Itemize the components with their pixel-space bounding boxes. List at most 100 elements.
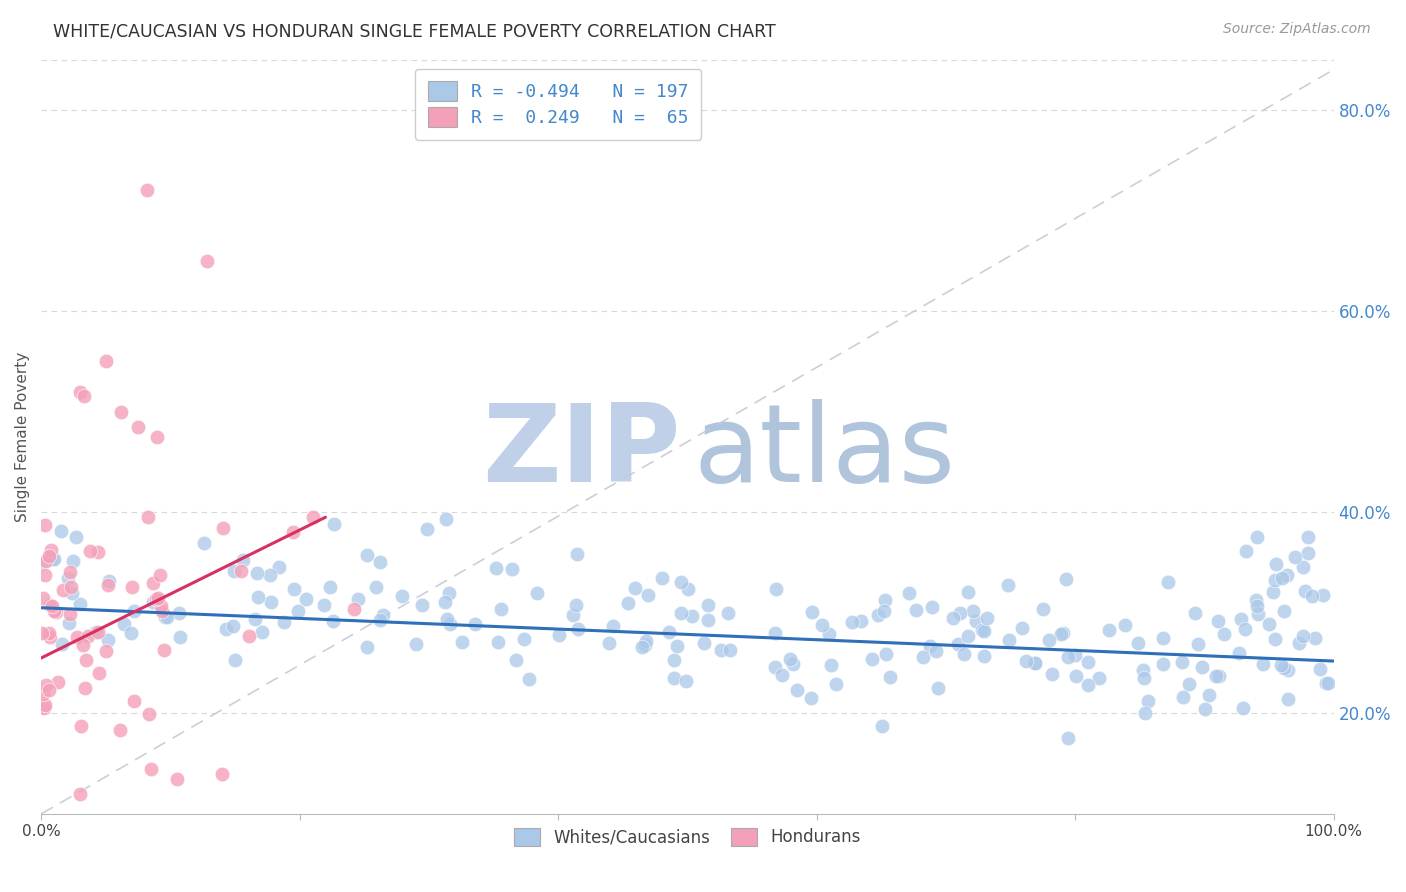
Point [696, 598, 718, 612]
Point [232, 553, 254, 567]
Point [110, 404, 132, 418]
Point [121, 580, 143, 594]
Point [866, 607, 889, 622]
Point [946, 637, 969, 651]
Point [898, 586, 921, 600]
Point [681, 609, 703, 624]
Point [34, 567, 56, 582]
Point [517, 672, 540, 686]
Point [1194, 701, 1216, 715]
Point [38, 549, 60, 563]
Point [150, 604, 173, 618]
Point [69, 598, 91, 612]
Point [243, 611, 266, 625]
Point [770, 667, 793, 681]
Point [322, 614, 344, 628]
Point [166, 772, 188, 786]
Point [1054, 573, 1077, 587]
Point [120, 626, 142, 640]
Point [505, 653, 527, 667]
Point [34, 517, 56, 532]
Point [87, 544, 110, 558]
Point [1135, 706, 1157, 721]
Point [1178, 677, 1201, 691]
Point [250, 625, 273, 640]
Point [949, 607, 972, 621]
Point [1272, 661, 1295, 675]
Point [97, 574, 120, 588]
Point [323, 516, 346, 531]
Point [39, 598, 62, 612]
Point [1234, 623, 1257, 637]
Point [142, 576, 165, 591]
Point [1050, 626, 1073, 640]
Point [1277, 691, 1299, 706]
Point [66, 630, 89, 644]
Point [1230, 612, 1253, 626]
Point [156, 610, 179, 624]
Point [211, 766, 233, 780]
Point [145, 592, 167, 607]
Point [561, 608, 583, 623]
Point [86, 625, 108, 640]
Point [912, 650, 935, 665]
Point [142, 594, 165, 608]
Point [1133, 671, 1156, 685]
Point [146, 591, 169, 606]
Point [73, 681, 96, 695]
Point [1114, 618, 1136, 632]
Point [215, 622, 238, 636]
Point [1152, 631, 1174, 645]
Text: atlas: atlas [693, 399, 956, 505]
Point [267, 560, 290, 574]
Point [1264, 632, 1286, 646]
Point [1270, 657, 1292, 672]
Point [921, 599, 943, 614]
Point [464, 617, 486, 632]
Point [49, 524, 72, 538]
Point [38, 626, 60, 640]
Point [634, 638, 657, 652]
Point [1212, 627, 1234, 641]
Point [1284, 550, 1306, 565]
Point [873, 604, 896, 618]
Point [1011, 621, 1033, 635]
Point [1292, 629, 1315, 643]
Point [31, 625, 53, 640]
Point [501, 561, 523, 575]
Point [222, 619, 245, 633]
Point [368, 613, 391, 627]
Point [283, 582, 305, 596]
Point [872, 719, 894, 733]
Point [665, 639, 688, 653]
Point [1272, 604, 1295, 618]
Point [56, 571, 79, 585]
Point [1265, 558, 1288, 572]
Text: ZIP: ZIP [482, 399, 681, 505]
Point [439, 616, 461, 631]
Point [45, 605, 67, 619]
Point [956, 629, 979, 643]
Point [696, 613, 718, 627]
Point [875, 648, 897, 662]
Point [800, 605, 823, 619]
Point [484, 561, 506, 575]
Point [1315, 675, 1337, 690]
Point [976, 611, 998, 625]
Point [849, 614, 872, 628]
Point [1227, 646, 1250, 660]
Point [489, 602, 512, 616]
Point [86, 624, 108, 639]
Point [1303, 632, 1326, 646]
Point [763, 625, 786, 640]
Point [136, 509, 159, 524]
Point [231, 564, 253, 578]
Point [1024, 656, 1046, 670]
Point [41, 599, 63, 613]
Point [356, 640, 378, 655]
Point [370, 555, 392, 569]
Point [1316, 676, 1339, 690]
Point [294, 592, 316, 607]
Point [966, 615, 988, 629]
Point [1077, 677, 1099, 691]
